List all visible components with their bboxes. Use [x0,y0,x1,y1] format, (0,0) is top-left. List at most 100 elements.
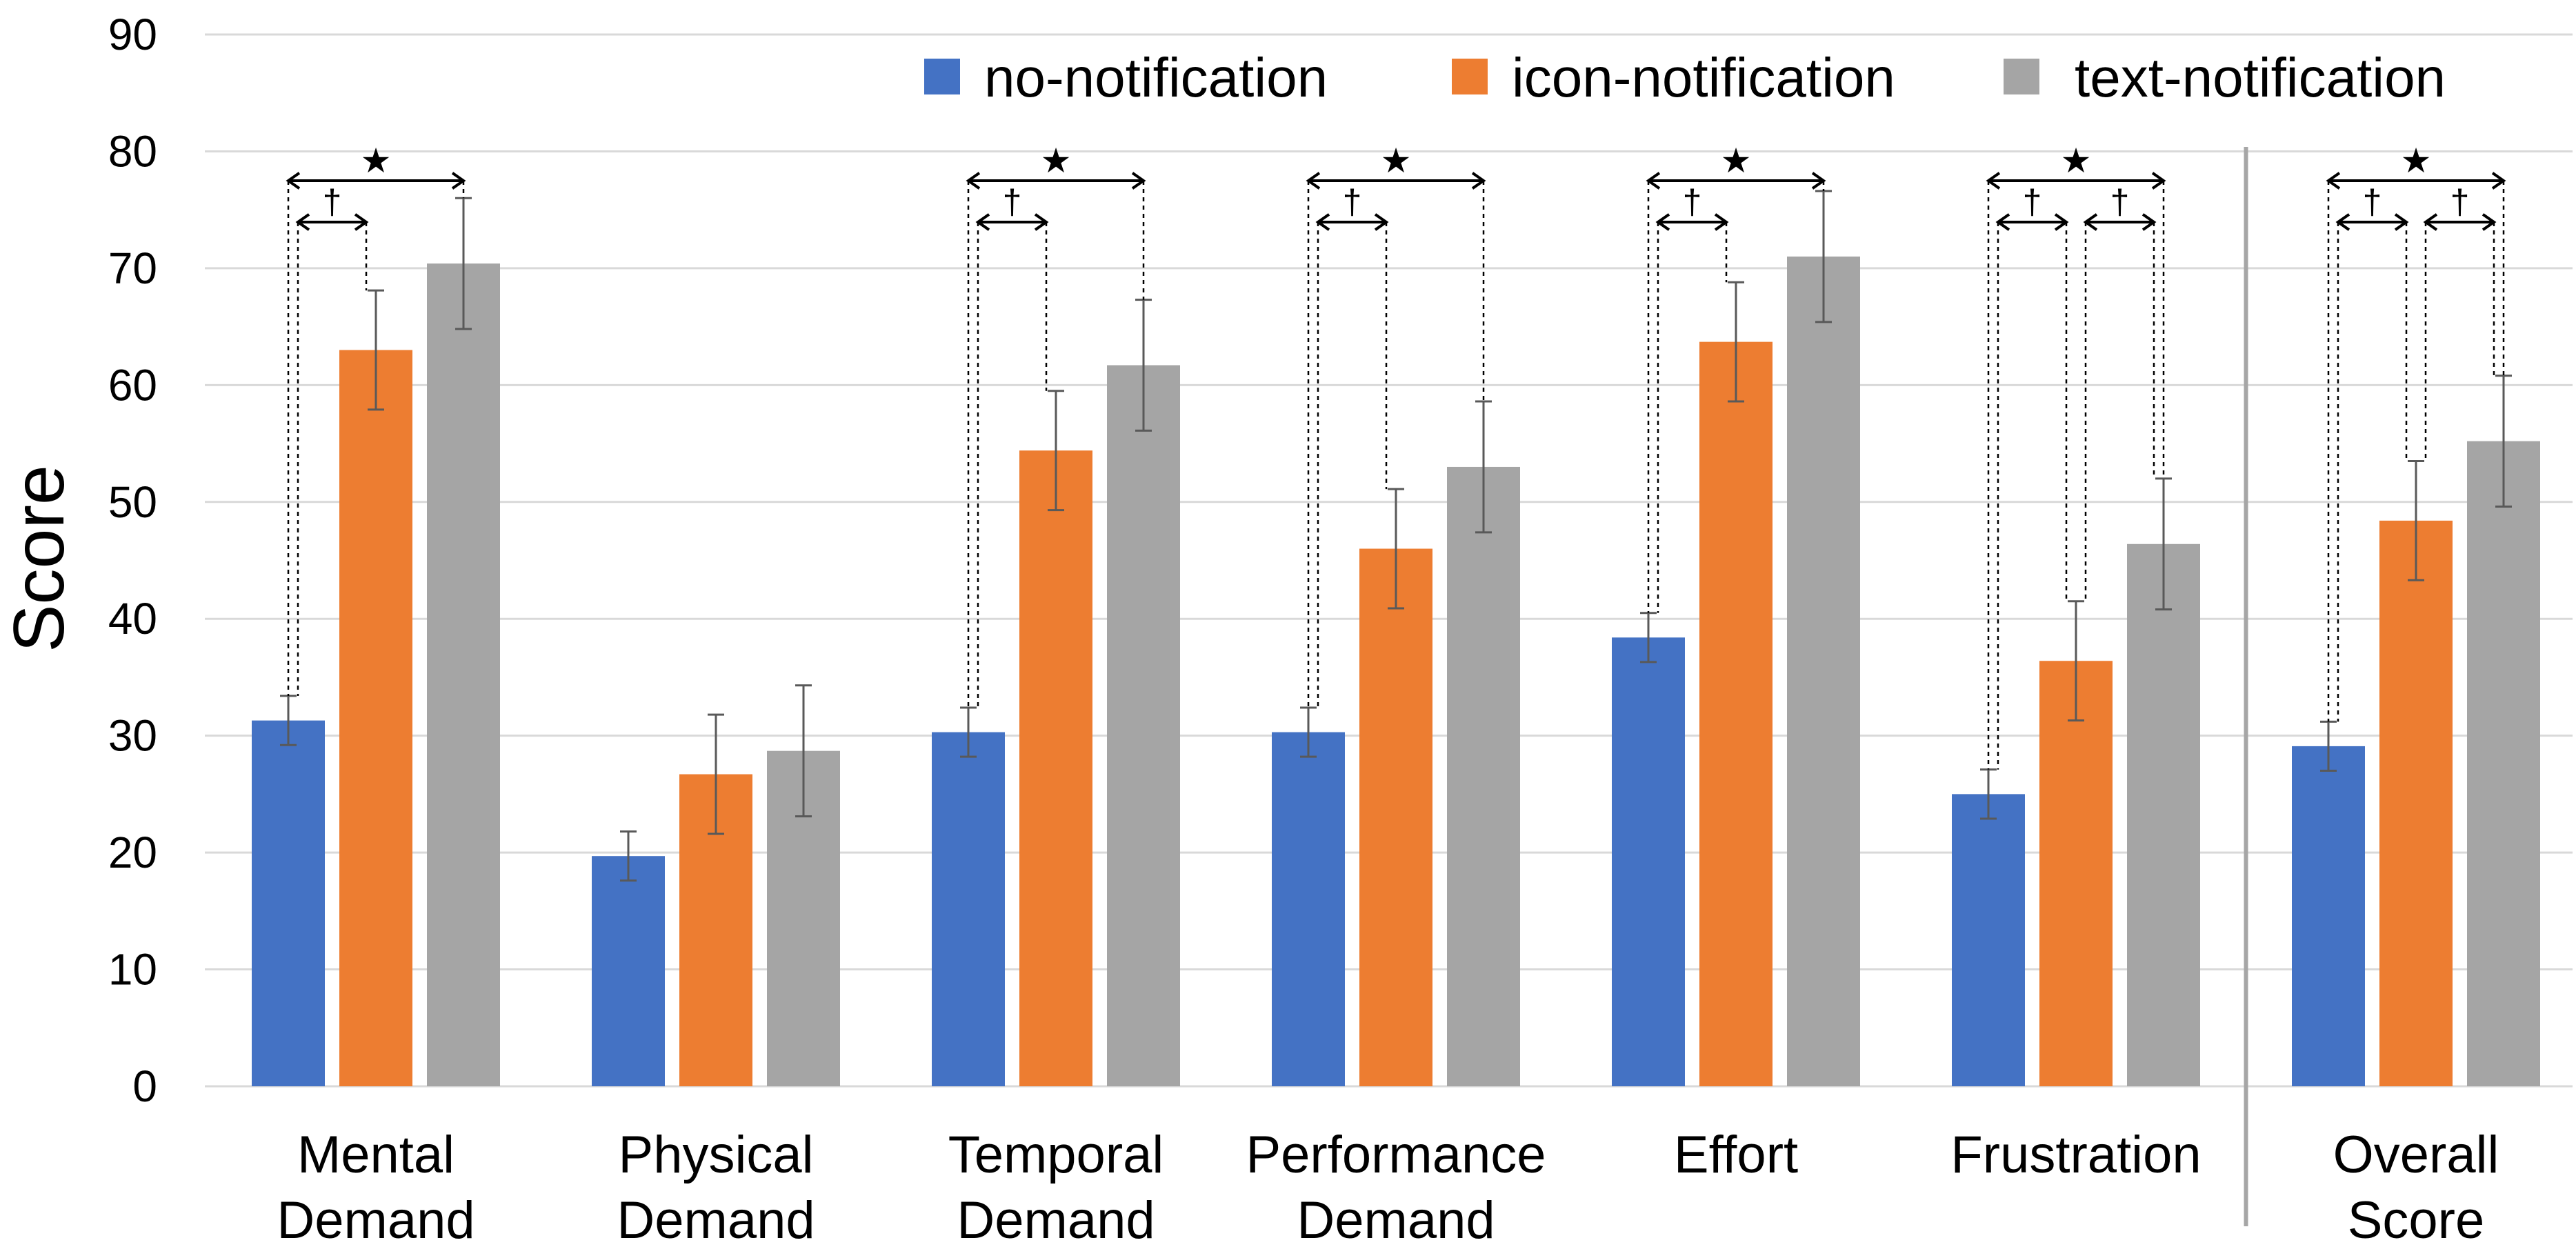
category-label-line: Mental [297,1126,455,1184]
category-label: Frustration [1950,1126,2201,1184]
significance-symbol: † [323,183,342,221]
category-label-line: Overall [2333,1126,2499,1184]
category-label-line: Demand [957,1191,1155,1250]
significance-marker: ★ [2326,141,2506,722]
error-bar [960,706,977,758]
significance-symbol: † [1343,183,1362,221]
legend-label: icon-notification [1512,47,1895,108]
arrowhead-right [1374,213,1389,231]
arrowhead-left [1655,213,1670,231]
bar [1272,732,1345,1086]
y-tick-label: 10 [108,945,157,995]
significance-symbol: ★ [1041,141,1072,180]
x-axis-category-labels: Mental Demand Physical Demand Temporal Demand… [277,1126,2499,1250]
category-label: Temporal Demand [948,1126,1164,1250]
category-label-line: Effort [1674,1126,1798,1184]
legend-swatch [1452,59,1488,94]
significance-marker: ★ [1306,141,1486,708]
error-bar [1300,706,1317,758]
bar [1952,794,2025,1086]
significance-symbol: ★ [2401,141,2432,180]
legend: no-notification icon-notification text-not… [924,47,2446,108]
arrowhead-left [286,172,301,190]
arrowhead-right [1471,172,1486,190]
arrowhead-right [2491,172,2506,190]
bar [2127,543,2200,1086]
significance-annotations: ★ † ★ † ★ † ★ † ★ † † ★ † † [286,141,2506,770]
y-axis-label: Score [0,465,79,652]
arrowhead-right [1034,213,1049,231]
arrowhead-left [2326,172,2341,190]
arrowhead-left [2083,213,2098,231]
significance-symbol: † [2450,183,2470,221]
legend-swatch [2004,59,2039,94]
arrowhead-left [1995,213,2010,231]
y-tick-label: 90 [108,10,157,59]
arrowhead-right [2151,172,2166,190]
y-tick-label: 30 [108,711,157,761]
arrowhead-left [2423,213,2438,231]
arrowhead-left [1986,172,2001,190]
significance-symbol: † [2110,183,2130,221]
arrowhead-left [1306,172,1321,190]
arrowhead-left [2335,213,2350,231]
bar [1699,341,1773,1086]
arrowhead-right [1811,172,1826,190]
significance-marker: † [2335,183,2409,722]
legend-item: text-notification [2004,47,2446,108]
arrowhead-left [295,213,310,231]
arrowhead-right [2141,213,2157,231]
significance-marker: ★ [966,141,1146,708]
legend-swatch [924,59,960,94]
y-tick-label: 0 [132,1061,157,1111]
y-tick-label: 80 [108,126,157,176]
significance-symbol: ★ [1381,141,1412,180]
significance-symbol: † [1683,183,1702,221]
category-label-line: Demand [277,1191,475,1250]
error-bar [708,713,724,835]
bar [2467,441,2540,1086]
error-bar [795,684,812,818]
significance-marker: † [1655,183,1729,613]
y-tick-label: 50 [108,477,157,527]
error-bar [1135,299,1152,432]
bar [339,350,412,1086]
significance-marker: ★ [286,141,466,697]
error-bar [2155,477,2172,611]
bar [1107,365,1180,1086]
bar [1359,548,1432,1086]
significance-symbol: † [2363,183,2382,221]
significance-symbol: † [2023,183,2042,221]
y-tick-label: 40 [108,594,157,643]
error-bar [368,289,384,411]
arrowhead-right [2054,213,2069,231]
error-bar [2495,375,2512,508]
significance-marker: † [1315,183,1389,708]
significance-symbol: † [1003,183,1022,221]
category-label: Physical Demand [617,1126,815,1250]
error-bar [1475,400,1492,534]
error-bar [1388,488,1404,610]
error-bar [620,830,637,882]
arrowhead-right [354,213,369,231]
significance-symbol: ★ [1721,141,1752,180]
category-label: Overall Score [2333,1126,2499,1250]
arrowhead-right [1131,172,1146,190]
category-label: Performance Demand [1246,1126,1546,1250]
significance-symbol: ★ [361,141,392,180]
bar [1447,466,1520,1086]
significance-symbol: ★ [2061,141,2092,180]
y-axis-ticks: 0 10 20 30 40 50 60 70 80 90 [108,10,157,1111]
error-bar [1048,390,1064,512]
y-tick-label: 60 [108,360,157,410]
category-label-line: Frustration [1950,1126,2201,1184]
bar [252,720,325,1086]
category-label: Effort [1674,1126,1798,1184]
arrowhead-left [975,213,990,231]
significance-marker: ★ [1986,141,2166,770]
significance-marker: † [2083,183,2157,601]
significance-marker: † [2423,183,2497,461]
arrowhead-left [1646,172,1661,190]
